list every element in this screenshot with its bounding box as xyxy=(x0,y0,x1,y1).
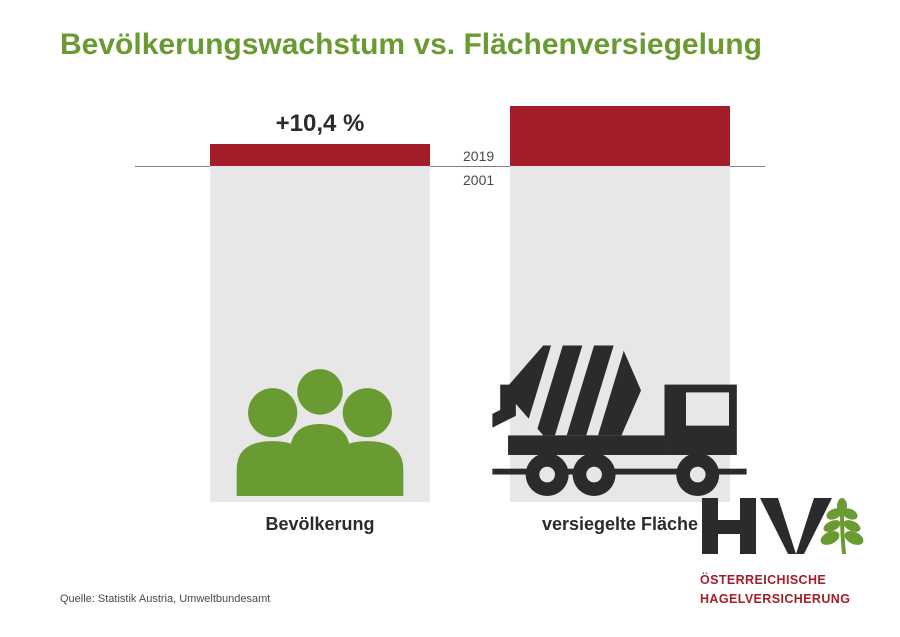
source-attribution: Quelle: Statistik Austria, Umweltbundesa… xyxy=(60,593,270,605)
year-end-label: 2019 xyxy=(463,148,494,164)
page-title: Bevölkerungswachstum vs. Flächenversiege… xyxy=(60,28,762,62)
bar-label-population: Bevölkerung xyxy=(210,514,430,535)
hv-logo: ÖSTERREICHISCHE HAGELVERSICHERUNG xyxy=(700,494,870,607)
bar-body-population xyxy=(210,166,430,502)
bar-body-sealed xyxy=(510,166,730,502)
comparison-chart: 2019 2001 +10,4 % Bevölkerung xyxy=(150,92,750,532)
logo-text-line1: ÖSTERREICHISCHE xyxy=(700,573,870,588)
infographic-root: Bevölkerungswachstum vs. Flächenversiege… xyxy=(0,0,900,637)
logo-text-line2: HAGELVERSICHERUNG xyxy=(700,592,870,607)
bar-label-sealed: versiegelte Fläche xyxy=(510,514,730,535)
cement-truck-icon xyxy=(492,322,747,498)
people-icon xyxy=(225,354,415,496)
bar-top-population xyxy=(210,144,430,166)
hv-logo-mark xyxy=(700,494,870,564)
bar-value-population: +10,4 % xyxy=(210,110,430,138)
year-start-label: 2001 xyxy=(463,172,494,188)
bar-top-sealed xyxy=(510,106,730,166)
